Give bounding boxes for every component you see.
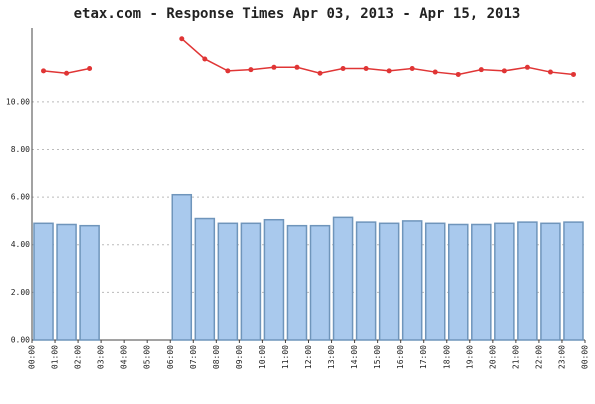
bar: [33, 222, 54, 341]
bar: [471, 223, 492, 341]
line-point: [363, 65, 369, 71]
bar: [217, 222, 239, 341]
line-point: [524, 64, 530, 70]
x-tick-label: 03:00: [97, 345, 106, 369]
bar: [194, 217, 216, 341]
line-point: [317, 70, 323, 76]
x-tick-label: 08:00: [212, 345, 221, 369]
x-tick-label: 18:00: [442, 345, 451, 369]
bar: [517, 221, 538, 341]
x-tick-label: 13:00: [327, 345, 336, 369]
bar: [240, 222, 262, 341]
x-tick-label: 04:00: [120, 345, 129, 369]
x-tick-label: 02:00: [74, 345, 83, 369]
line-point: [179, 36, 185, 42]
x-tick-label: 15:00: [373, 345, 382, 369]
y-tick-label: 0.00: [11, 336, 30, 345]
line-point: [409, 65, 415, 71]
x-tick-label: 22:00: [534, 345, 543, 369]
x-tick-label: 00:00: [28, 345, 37, 369]
line-point: [294, 64, 300, 70]
line-point: [248, 67, 254, 73]
x-tick-label: 09:00: [235, 345, 244, 369]
line-point: [271, 64, 277, 70]
line-point: [501, 68, 507, 74]
y-tick-label: 4.00: [11, 240, 30, 249]
line-point: [64, 70, 70, 76]
y-tick-label: 2.00: [11, 288, 30, 297]
x-tick-label: 12:00: [304, 345, 313, 369]
line-point: [478, 67, 484, 73]
line-point: [41, 68, 47, 74]
x-tick-label: 10:00: [258, 345, 267, 369]
line: [43, 38, 574, 76]
x-tick-label: 21:00: [511, 345, 520, 369]
bar: [448, 223, 469, 341]
line-point: [432, 69, 438, 75]
x-tick-label: 20:00: [488, 345, 497, 369]
line-point: [87, 65, 93, 71]
bar: [424, 222, 446, 341]
bar: [378, 222, 400, 341]
x-tick-label: 16:00: [396, 345, 405, 369]
bar: [355, 221, 377, 341]
line-point: [225, 68, 231, 74]
bar: [263, 218, 285, 341]
bar: [79, 224, 100, 341]
y-tick-label: 10.00: [6, 97, 30, 106]
x-tick-label: 06:00: [166, 345, 175, 369]
y-tick-label: 6.00: [11, 193, 30, 202]
bar: [540, 222, 561, 341]
bar: [401, 220, 423, 341]
line-point: [570, 71, 576, 77]
line-point: [202, 56, 208, 62]
x-tick-label: 00:00: [581, 345, 590, 369]
line-point: [340, 65, 346, 71]
line-point: [547, 69, 553, 75]
line-point: [386, 68, 392, 74]
x-tick-label: 23:00: [557, 345, 566, 369]
x-tick-label: 07:00: [189, 345, 198, 369]
x-tick-label: 14:00: [350, 345, 359, 369]
bar: [309, 224, 331, 341]
x-tick-label: 11:00: [281, 345, 290, 369]
bar: [56, 223, 77, 341]
bar: [332, 216, 354, 341]
bar: [563, 221, 584, 341]
x-tick-label: 17:00: [419, 345, 428, 369]
y-tick-label: 8.00: [11, 145, 30, 154]
bar: [171, 193, 193, 341]
bar: [494, 222, 515, 341]
x-tick-label: 01:00: [51, 345, 60, 369]
chart-title: etax.com - Response Times Apr 03, 2013 -…: [74, 6, 521, 22]
x-tick-label: 05:00: [143, 345, 152, 369]
line-point: [455, 71, 461, 77]
bar: [286, 224, 308, 341]
x-tick-label: 19:00: [465, 345, 474, 369]
